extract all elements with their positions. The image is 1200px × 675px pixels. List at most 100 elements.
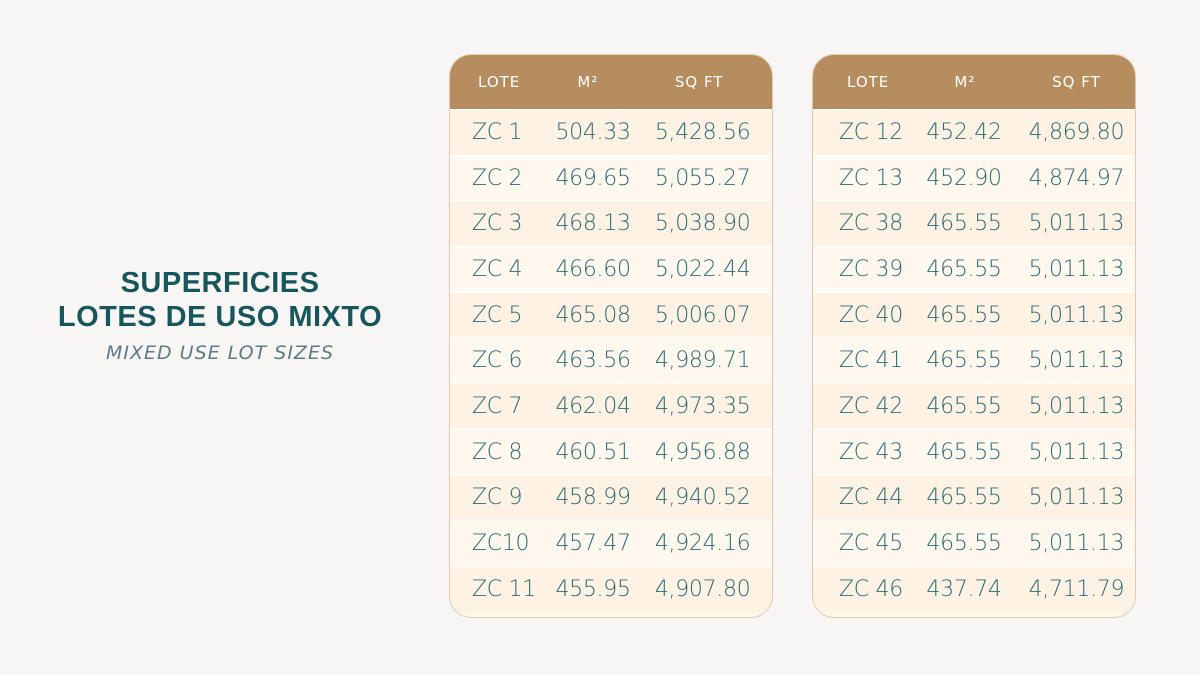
lot-id-cell: ZC 41 — [839, 348, 903, 374]
m2-cell: 458.99 — [555, 485, 631, 511]
lot-id-cell: ZC 1 — [472, 119, 523, 145]
table-row: ZC 6 463.56 4,989.71 — [450, 337, 772, 384]
sqft-cell: 5,011.13 — [1028, 302, 1125, 328]
lot-id-cell: ZC 8 — [472, 439, 523, 465]
sqft-cell: 5,011.13 — [1028, 439, 1125, 465]
table-row: ZC 39 465.55 5,011.13 — [813, 246, 1135, 292]
lot-id-cell: ZC 44 — [839, 485, 903, 511]
lot-table-right: LOTE M² SQ FT ZC 12 452.42 4,869.80 ZC 13 45… — [812, 54, 1136, 618]
m2-cell: 463.56 — [555, 348, 631, 374]
subtitle: MIXED USE LOT SIZES — [105, 342, 335, 364]
table-body: ZC 12 452.42 4,869.80 ZC 13 452.90 4,874.97 ZC… — [813, 109, 1135, 612]
title-line-2: LOTES DE USO MIXTO — [57, 301, 383, 333]
lot-id-cell: ZC 43 — [839, 439, 903, 465]
sqft-cell: 5,428.56 — [654, 119, 751, 145]
title-line-1: SUPERFICIES — [120, 267, 320, 299]
table-row: ZC 40 465.55 5,011.13 — [813, 291, 1135, 338]
table-row: ZC 9 458.99 4,940.52 — [450, 474, 772, 521]
table-row: ZC 44 465.55 5,011.13 — [813, 474, 1135, 521]
lot-id-cell: ZC 11 — [472, 576, 536, 602]
sqft-cell: 4,907.80 — [654, 576, 751, 602]
table-row: ZC 2 469.65 5,055.27 — [450, 154, 772, 201]
lot-id-cell: ZC 6 — [472, 348, 523, 374]
table-row: ZC 45 465.55 5,011.13 — [813, 520, 1135, 566]
m2-cell: 466.60 — [555, 256, 631, 282]
table-row: ZC 11 455.95 4,907.80 — [450, 565, 772, 612]
header-lote: LOTE — [847, 73, 890, 91]
lot-id-cell: ZC 45 — [839, 531, 903, 557]
m2-cell: 465.55 — [926, 211, 1002, 237]
lot-table-left: LOTE M² SQ FT ZC 1 504.33 5,428.56 ZC 2 469.… — [449, 54, 773, 618]
table-row: ZC 8 460.51 4,956.88 — [450, 428, 772, 475]
table-row: ZC 12 452.42 4,869.80 — [813, 109, 1135, 155]
sqft-cell: 4,874.97 — [1028, 165, 1125, 191]
m2-cell: 455.95 — [555, 576, 631, 602]
lot-id-cell: ZC 38 — [839, 211, 903, 237]
sqft-cell: 4,940.52 — [654, 485, 751, 511]
sqft-cell: 5,038.90 — [654, 211, 751, 237]
lot-id-cell: ZC 42 — [839, 393, 903, 419]
m2-cell: 437.74 — [926, 576, 1002, 602]
m2-cell: 465.55 — [926, 531, 1002, 557]
table-body: ZC 1 504.33 5,428.56 ZC 2 469.65 5,055.27 ZC 3… — [450, 109, 772, 612]
m2-cell: 460.51 — [555, 439, 631, 465]
table-row: ZC 7 462.04 4,973.35 — [450, 383, 772, 429]
lot-id-cell: ZC 40 — [839, 302, 903, 328]
table-row: ZC 5 465.08 5,006.07 — [450, 291, 772, 338]
m2-cell: 452.42 — [926, 119, 1002, 145]
m2-cell: 469.65 — [555, 165, 631, 191]
m2-cell: 465.55 — [926, 256, 1002, 282]
lot-id-cell: ZC 4 — [472, 256, 523, 282]
sqft-cell: 5,011.13 — [1028, 256, 1125, 282]
lot-id-cell: ZC 46 — [839, 576, 903, 602]
sqft-cell: 5,055.27 — [654, 165, 751, 191]
sqft-cell: 4,869.80 — [1028, 119, 1125, 145]
header-m2: M² — [577, 73, 599, 91]
table-header: LOTE M² SQ FT — [450, 55, 772, 109]
header-m2: M² — [954, 73, 976, 91]
header-lote: LOTE — [478, 73, 521, 91]
header-sqft: SQ FT — [674, 73, 724, 91]
lot-id-cell: ZC 7 — [472, 393, 523, 419]
lot-id-cell: ZC 5 — [472, 302, 523, 328]
sqft-cell: 4,711.79 — [1028, 576, 1125, 602]
table-row: ZC 43 465.55 5,011.13 — [813, 428, 1135, 475]
table-row: ZC 3 468.13 5,038.90 — [450, 200, 772, 247]
sqft-cell: 4,924.16 — [654, 531, 751, 557]
table-header: LOTE M² SQ FT — [813, 55, 1135, 109]
m2-cell: 465.55 — [926, 485, 1002, 511]
lot-id-cell: ZC 12 — [839, 119, 903, 145]
table-row: ZC 4 466.60 5,022.44 — [450, 246, 772, 292]
m2-cell: 465.55 — [926, 439, 1002, 465]
sqft-cell: 4,989.71 — [654, 348, 751, 374]
m2-cell: 457.47 — [555, 531, 631, 557]
lot-id-cell: ZC 13 — [839, 165, 903, 191]
table-row: ZC10 457.47 4,924.16 — [450, 520, 772, 566]
sqft-cell: 5,011.13 — [1028, 211, 1125, 237]
sqft-cell: 5,022.44 — [654, 256, 751, 282]
m2-cell: 452.90 — [926, 165, 1002, 191]
sqft-cell: 5,011.13 — [1028, 531, 1125, 557]
m2-cell: 465.55 — [926, 302, 1002, 328]
m2-cell: 465.55 — [926, 393, 1002, 419]
table-row: ZC 1 504.33 5,428.56 — [450, 109, 772, 155]
m2-cell: 465.55 — [926, 348, 1002, 374]
lot-id-cell: ZC 39 — [839, 256, 903, 282]
lot-id-cell: ZC 9 — [472, 485, 523, 511]
sqft-cell: 5,011.13 — [1028, 485, 1125, 511]
table-row: ZC 13 452.90 4,874.97 — [813, 154, 1135, 201]
table-row: ZC 42 465.55 5,011.13 — [813, 383, 1135, 429]
lot-id-cell: ZC10 — [472, 531, 530, 557]
lot-id-cell: ZC 3 — [472, 211, 523, 237]
title-block: SUPERFICIES LOTES DE USO MIXTO MIXED USE… — [30, 266, 410, 364]
sqft-cell: 5,011.13 — [1028, 348, 1125, 374]
sqft-cell: 4,973.35 — [654, 393, 751, 419]
header-sqft: SQ FT — [1052, 73, 1101, 91]
table-row: ZC 41 465.55 5,011.13 — [813, 337, 1135, 384]
table-row: ZC 38 465.55 5,011.13 — [813, 200, 1135, 247]
m2-cell: 504.33 — [555, 119, 631, 145]
lot-id-cell: ZC 2 — [472, 165, 523, 191]
sqft-cell: 5,011.13 — [1028, 393, 1125, 419]
m2-cell: 468.13 — [555, 211, 631, 237]
m2-cell: 462.04 — [555, 393, 631, 419]
